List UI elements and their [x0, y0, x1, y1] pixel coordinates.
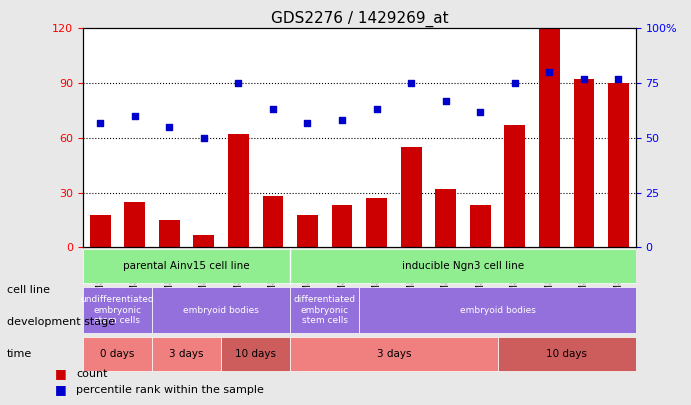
Bar — [90, 215, 111, 247]
Text: embryoid bodies: embryoid bodies — [183, 305, 259, 315]
Point — [440, 97, 451, 104]
Text: parental Ainv15 cell line: parental Ainv15 cell line — [123, 261, 250, 271]
Text: undifferentiated
embryonic
stem cells: undifferentiated embryonic stem cells — [81, 295, 154, 325]
Text: inducible Ngn3 cell line: inducible Ngn3 cell line — [402, 261, 524, 271]
Text: 10 days: 10 days — [546, 349, 587, 359]
Bar — [124, 202, 145, 247]
Point — [613, 75, 624, 82]
Point — [337, 117, 348, 124]
Text: count: count — [76, 369, 108, 379]
Text: 3 days: 3 days — [169, 349, 204, 359]
Point — [233, 80, 244, 86]
Bar — [574, 79, 594, 247]
Title: GDS2276 / 1429269_at: GDS2276 / 1429269_at — [270, 11, 448, 27]
Point — [95, 119, 106, 126]
Bar — [539, 28, 560, 247]
FancyBboxPatch shape — [83, 288, 152, 333]
Point — [371, 106, 382, 113]
Point — [302, 119, 313, 126]
Bar — [159, 220, 180, 247]
Bar — [470, 205, 491, 247]
FancyBboxPatch shape — [290, 337, 498, 371]
Bar — [401, 147, 422, 247]
Point — [509, 80, 520, 86]
Point — [578, 75, 589, 82]
Text: cell line: cell line — [7, 285, 50, 294]
Bar — [435, 189, 456, 247]
Text: 10 days: 10 days — [235, 349, 276, 359]
FancyBboxPatch shape — [290, 288, 359, 333]
Point — [544, 69, 555, 75]
Text: 3 days: 3 days — [377, 349, 411, 359]
FancyBboxPatch shape — [359, 288, 636, 333]
Text: embryoid bodies: embryoid bodies — [460, 305, 536, 315]
Bar — [366, 198, 387, 247]
Bar — [297, 215, 318, 247]
Text: differentiated
embryonic
stem cells: differentiated embryonic stem cells — [294, 295, 356, 325]
FancyBboxPatch shape — [152, 288, 290, 333]
Bar — [608, 83, 629, 247]
Point — [406, 80, 417, 86]
Point — [475, 109, 486, 115]
FancyBboxPatch shape — [152, 337, 221, 371]
Bar — [332, 205, 352, 247]
Text: percentile rank within the sample: percentile rank within the sample — [76, 385, 264, 395]
FancyBboxPatch shape — [83, 249, 290, 283]
FancyBboxPatch shape — [221, 337, 290, 371]
Point — [129, 113, 140, 119]
Text: time: time — [7, 350, 32, 359]
Point — [198, 134, 209, 141]
Point — [267, 106, 278, 113]
Text: ■: ■ — [55, 367, 67, 379]
Point — [164, 124, 175, 130]
Text: 0 days: 0 days — [100, 349, 135, 359]
Bar — [263, 196, 283, 247]
Text: ■: ■ — [55, 383, 67, 396]
Bar — [228, 134, 249, 247]
Bar — [504, 125, 525, 247]
FancyBboxPatch shape — [498, 337, 636, 371]
FancyBboxPatch shape — [290, 249, 636, 283]
FancyBboxPatch shape — [83, 337, 152, 371]
Bar — [193, 234, 214, 247]
Text: development stage: development stage — [7, 317, 115, 327]
